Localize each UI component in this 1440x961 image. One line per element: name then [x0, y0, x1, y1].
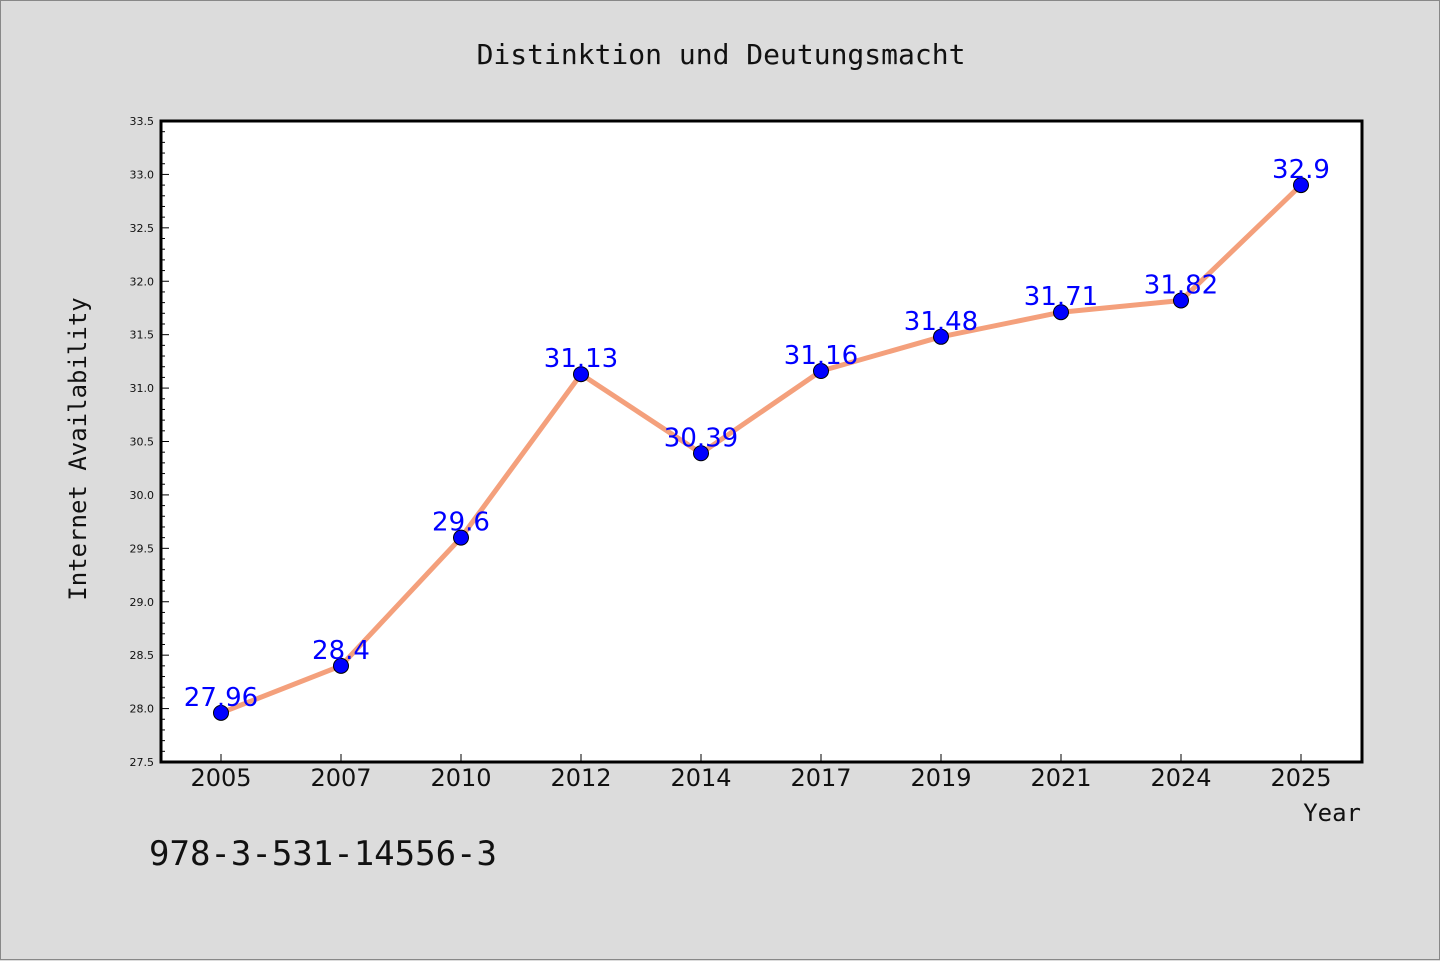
x-tick-label: 2005 [190, 764, 251, 792]
series-line-group [218, 182, 1304, 716]
data-point [693, 445, 709, 462]
data-point [453, 529, 469, 546]
y-tick-label: 32.0 [130, 275, 155, 288]
data-label: 27.96 [184, 683, 258, 713]
y-tick-label: 33.5 [130, 115, 155, 128]
y-tick-label: 27.5 [130, 756, 155, 769]
data-label: 29.6 [432, 508, 490, 538]
y-tick-label: 29.0 [130, 596, 155, 609]
data-label: 31.48 [904, 307, 978, 337]
x-tick-label: 2012 [550, 764, 611, 792]
x-tick-label: 2025 [1270, 764, 1331, 792]
chart-title: Distinktion und Deutungsmacht [477, 38, 966, 71]
data-point [813, 362, 829, 379]
series-line [218, 182, 1304, 716]
x-tick-label: 2017 [790, 764, 851, 792]
x-tick-label: 2010 [430, 764, 491, 792]
data-label: 28.4 [312, 636, 370, 666]
data-point [213, 704, 229, 721]
data-point [573, 366, 589, 383]
x-tick-label: 2024 [1150, 764, 1211, 792]
data-point [333, 657, 349, 674]
data-point [933, 328, 949, 345]
data-point [1293, 177, 1309, 194]
data-point [1053, 304, 1069, 321]
data-label: 30.39 [664, 423, 738, 453]
y-tick-label: 30.0 [130, 489, 155, 502]
y-tick-label: 33.0 [130, 168, 155, 181]
marker-group [213, 177, 1309, 721]
y-tick-label: 31.0 [130, 382, 155, 395]
data-point [1173, 292, 1189, 309]
plot-area [159, 119, 1364, 764]
y-tick-label: 28.5 [130, 649, 155, 662]
data-label: 31.71 [1024, 282, 1098, 312]
x-axis: 2005 2007 2010 2012 2014 2017 2019 2021 2024 2025 [190, 754, 1332, 792]
data-label: 31.13 [544, 344, 618, 374]
y-tick-label: 28.0 [130, 703, 155, 716]
y-tick-label: 32.5 [130, 222, 155, 235]
data-label: 32.9 [1272, 155, 1330, 185]
x-axis-title: Year [1303, 799, 1361, 827]
x-tick-label: 2007 [310, 764, 371, 792]
data-label: 31.16 [784, 341, 858, 371]
y-tick-label: 31.5 [130, 329, 155, 342]
y-axis-title: Internet Availability [64, 297, 92, 600]
x-tick-label: 2019 [910, 764, 971, 792]
y-tick-label: 29.5 [130, 542, 155, 555]
x-tick-label: 2021 [1030, 764, 1091, 792]
y-axis: 27.5 28.0 28.5 29.0 29.5 30.0 30.5 31.0 31.5 32.0… [130, 115, 169, 769]
y-tick-label: 30.5 [130, 436, 155, 449]
data-label: 31.82 [1144, 270, 1218, 300]
x-tick-label: 2014 [670, 764, 731, 792]
data-label-group: 27.96 28.4 29.6 31.13 30.39 31.16 31.48 31.71 31… [184, 155, 1330, 713]
isbn-text: 978-3-531-14556-3 [149, 834, 497, 874]
